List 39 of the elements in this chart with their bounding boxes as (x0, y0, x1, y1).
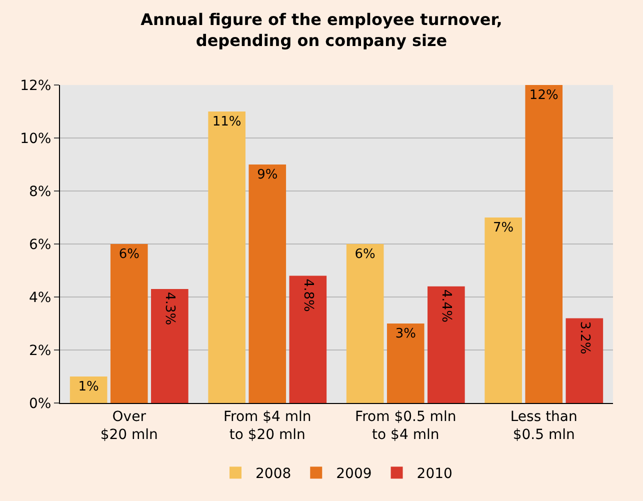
data-label: 12% (529, 88, 558, 103)
bar (151, 289, 188, 403)
data-label: 1% (78, 380, 99, 394)
legend-label: 2009 (336, 466, 372, 482)
bar (208, 112, 246, 403)
bar (484, 218, 522, 403)
bar (110, 244, 148, 403)
data-label: 4.3% (162, 292, 178, 326)
y-tick-label: 6% (28, 236, 52, 253)
bar (386, 324, 424, 403)
bar (428, 286, 465, 403)
data-label: 3.2% (576, 321, 592, 354)
y-tick-label: 4% (28, 290, 52, 306)
data-label: 6% (118, 247, 140, 262)
data-label: 6% (354, 247, 376, 262)
y-tick-label: 8% (28, 184, 52, 200)
y-tick-label: 12% (20, 78, 52, 94)
bar (289, 276, 327, 403)
data-label: 7% (493, 220, 514, 236)
y-tick-label: 2% (28, 342, 52, 359)
legend-label: 2008 (256, 466, 292, 482)
x-tick-label: Over $20 mln (100, 408, 158, 443)
bar (70, 376, 108, 403)
bar (346, 244, 384, 403)
bar (248, 164, 286, 403)
data-label: 3% (395, 326, 416, 342)
data-label: 9% (257, 168, 278, 182)
x-tick-label: From $0.5 mln to $4 mln (355, 408, 456, 443)
x-tick-label: Less than $0.5 mln (510, 408, 578, 443)
y-tick-label: 0% (28, 396, 52, 412)
data-label: 4.4% (438, 289, 454, 322)
bar (525, 85, 563, 403)
data-label: 4.8% (300, 278, 316, 312)
x-tick-label: From $4 mln to $20 mln (223, 408, 312, 443)
bar (566, 318, 604, 403)
y-tick-label: 10% (20, 130, 52, 147)
legend-label: 2010 (416, 466, 452, 482)
data-label: 11% (212, 114, 242, 130)
chart-title: Annual figure of the employee turnover, depending on company size (140, 10, 502, 50)
